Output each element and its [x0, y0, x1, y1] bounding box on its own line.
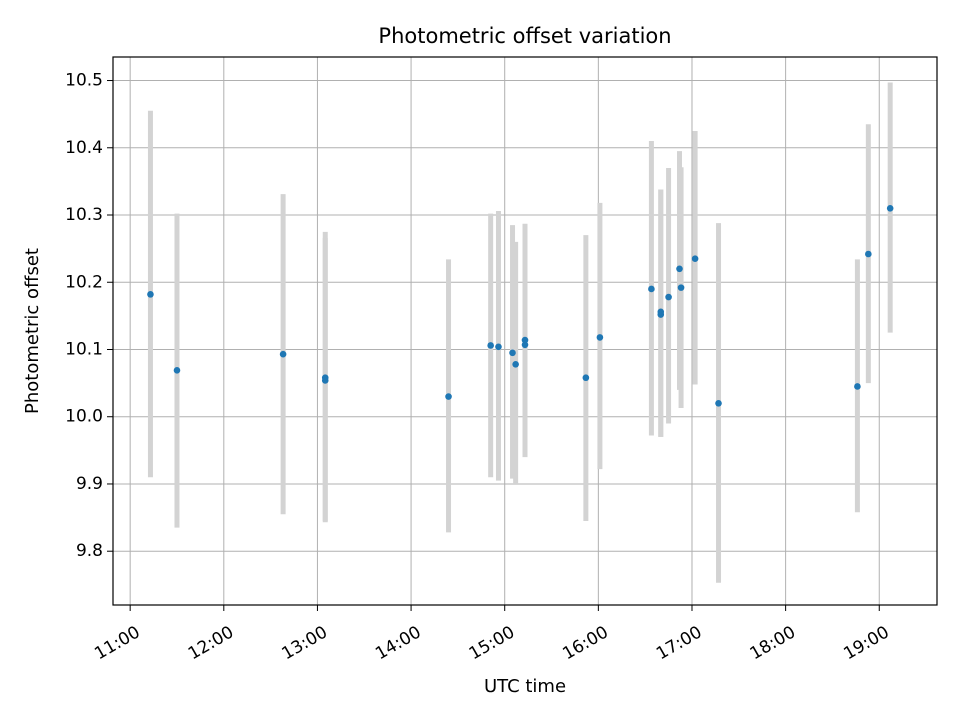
x-axis-title: UTC time — [484, 676, 566, 697]
y-tick-label: 9.9 — [76, 474, 103, 494]
y-axis-title: Photometric offset — [22, 248, 43, 414]
y-tick-label: 10.5 — [65, 71, 103, 91]
data-point — [445, 393, 452, 400]
data-point — [596, 334, 604, 341]
data-point — [321, 374, 329, 382]
data-point — [854, 383, 861, 390]
data-point — [509, 349, 516, 357]
data-point — [715, 399, 722, 407]
data-point — [521, 336, 529, 344]
data-point — [582, 374, 590, 382]
y-tick-label: 10.3 — [65, 205, 103, 225]
data-point — [512, 360, 519, 368]
data-point — [279, 350, 287, 358]
data-point — [676, 265, 683, 273]
data-point — [648, 285, 655, 293]
y-tick-label: 9.8 — [76, 541, 103, 561]
plot-frame — [112, 56, 938, 606]
data-point — [886, 204, 894, 212]
data-point — [657, 308, 665, 316]
data-point — [691, 255, 699, 263]
y-tick-label: 10.1 — [65, 339, 103, 359]
y-tick-label: 10.2 — [65, 272, 103, 292]
y-tick-label: 10.4 — [65, 138, 103, 158]
data-point — [521, 341, 529, 349]
data-point — [865, 250, 872, 258]
data-point — [677, 284, 685, 291]
data-point — [173, 367, 181, 374]
data-point — [495, 343, 502, 351]
data-point — [665, 293, 672, 301]
y-axis-ticks: 9.8 9.9 10.0 10.1 10.2 10.3 10.4 10.5 — [65, 71, 113, 561]
chart-title: Photometric offset variation — [378, 24, 671, 48]
data-point — [487, 342, 494, 349]
data-point — [147, 291, 154, 298]
y-tick-label: 10.0 — [65, 407, 103, 427]
data-points — [147, 204, 894, 407]
